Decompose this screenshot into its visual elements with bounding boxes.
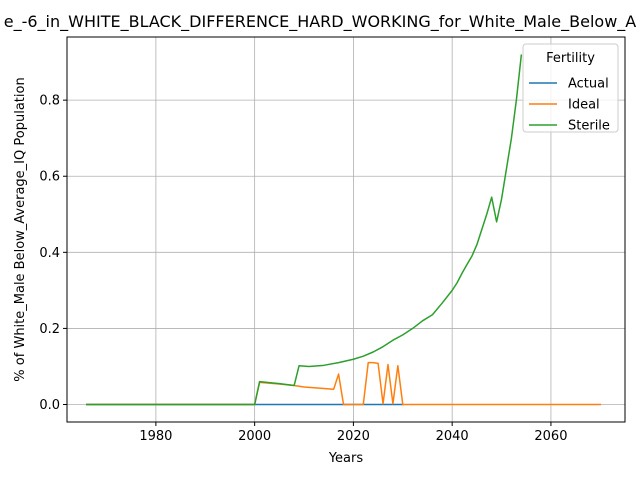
x-axis-label: Years: [328, 451, 364, 466]
y-axis-label: % of White_Male Below_Average_IQ Populat…: [13, 77, 28, 381]
legend-title: Fertility: [546, 51, 595, 66]
y-tick-label: 0.8: [39, 94, 60, 109]
legend: Fertility Actual Ideal Sterile: [522, 43, 619, 134]
x-tick-label: 2000: [238, 429, 271, 444]
series-line-sterile: [86, 54, 523, 406]
y-tick-label: 0.2: [39, 322, 60, 337]
y-tick-label: 0.6: [39, 170, 60, 185]
y-tick-label: 0.0: [39, 398, 60, 413]
plot-series: [86, 54, 602, 406]
y-tick-label: 0.4: [39, 246, 60, 261]
x-tick-label: 2040: [436, 429, 469, 444]
legend-label-actual: Actual: [568, 77, 609, 92]
legend-label-ideal: Ideal: [568, 98, 600, 113]
x-tick-label: 2020: [337, 429, 370, 444]
chart-title: e_-6_in_WHITE_BLACK_DIFFERENCE_HARD_WORK…: [4, 12, 637, 32]
legend-label-sterile: Sterile: [568, 119, 610, 134]
plot-frame: [66, 36, 626, 423]
legend-box: [522, 43, 619, 133]
x-tick-label: 1980: [139, 429, 172, 444]
axis-ticks: 1980 2000 2020 2040 2060 0.0 0.2 0.4 0.6 0.8: [39, 94, 567, 444]
x-tick-label: 2060: [534, 429, 567, 444]
